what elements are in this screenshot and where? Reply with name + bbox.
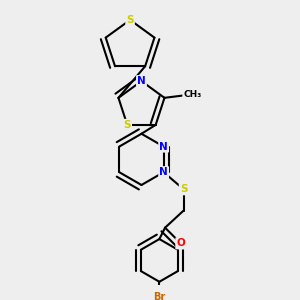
Text: N: N: [159, 142, 168, 152]
Text: N: N: [159, 167, 168, 177]
Text: CH₃: CH₃: [183, 91, 202, 100]
Text: Br: Br: [153, 292, 166, 300]
Text: O: O: [176, 238, 185, 248]
Text: S: S: [180, 184, 187, 194]
Text: S: S: [124, 120, 131, 130]
Text: N: N: [137, 76, 146, 86]
Text: S: S: [126, 15, 134, 25]
